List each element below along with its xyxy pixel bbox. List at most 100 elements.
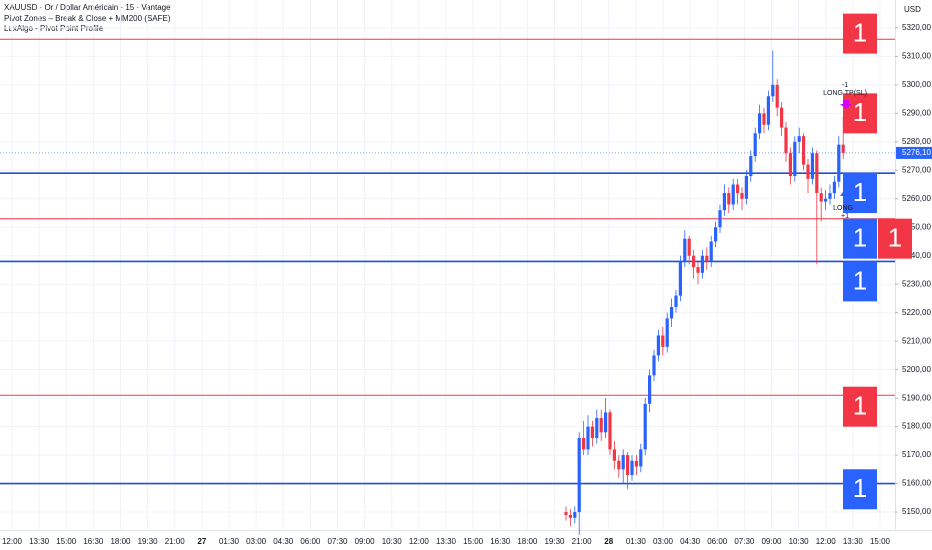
y-tick-label: 5240,00 xyxy=(902,251,931,260)
candle-body xyxy=(722,193,726,211)
candle-body xyxy=(696,267,700,273)
zone-label: 1 xyxy=(853,97,867,127)
signal-label: +1 xyxy=(841,213,849,220)
candle-body xyxy=(784,127,788,154)
candle-body xyxy=(780,107,784,128)
x-tick-label: 15:00 xyxy=(56,537,77,546)
candle-body xyxy=(643,403,647,450)
candle-body xyxy=(687,238,691,256)
candle-body xyxy=(797,136,801,142)
x-tick-label: 06:00 xyxy=(300,537,321,546)
signal-arrow xyxy=(840,100,852,109)
candle-body xyxy=(586,426,590,450)
y-tick-label: 5280,00 xyxy=(902,137,931,146)
x-tick-label: 07:30 xyxy=(327,537,348,546)
candle-body xyxy=(630,460,634,476)
candle-body xyxy=(766,96,770,125)
x-tick-label: 07:30 xyxy=(734,537,755,546)
candle-body xyxy=(744,176,748,199)
x-tick-label: 28 xyxy=(604,537,613,546)
x-tick-label: 12:00 xyxy=(2,537,23,546)
candle-body xyxy=(564,512,568,515)
candle-body xyxy=(692,255,696,268)
candle-body xyxy=(678,261,682,296)
y-tick-label: 5210,00 xyxy=(902,336,931,345)
candle-body xyxy=(648,375,652,404)
zone-box xyxy=(843,218,877,259)
candle-body xyxy=(758,113,762,134)
x-tick-label: 18:00 xyxy=(517,537,538,546)
candle-body xyxy=(771,84,775,97)
candle-body xyxy=(775,84,779,108)
y-tick-label: 5200,00 xyxy=(902,365,931,374)
zone-label: 1 xyxy=(853,391,867,421)
candle-body xyxy=(736,184,740,194)
x-tick-label: 04:30 xyxy=(680,537,701,546)
x-tick-label: 15:00 xyxy=(463,537,484,546)
x-tick-label: 18:00 xyxy=(110,537,131,546)
x-tick-label: 09:00 xyxy=(761,537,782,546)
y-tick-label: 5250,00 xyxy=(902,222,931,231)
x-tick-label: 13:30 xyxy=(436,537,457,546)
x-tick-label: 27 xyxy=(197,537,206,546)
candle-body xyxy=(709,241,713,262)
y-tick-label: 5290,00 xyxy=(902,108,931,117)
x-tick-label: 13:30 xyxy=(843,537,864,546)
x-tick-label: 03:00 xyxy=(246,537,267,546)
candle-body xyxy=(590,426,594,439)
candle-body xyxy=(753,133,757,157)
y-tick-label: 5270,00 xyxy=(902,165,931,174)
candle-body xyxy=(806,164,810,179)
candle-body xyxy=(731,184,735,205)
candle-body xyxy=(810,153,814,179)
x-tick-label: 19:30 xyxy=(544,537,565,546)
currency-label: USD xyxy=(904,5,921,14)
zone-label: 1 xyxy=(888,223,902,253)
candle-body xyxy=(700,255,704,273)
y-tick-label: 5150,00 xyxy=(902,507,931,516)
zone-label: 1 xyxy=(853,223,867,253)
y-tick-label: 5230,00 xyxy=(902,279,931,288)
zone-box xyxy=(843,173,877,214)
x-tick-label: 12:00 xyxy=(816,537,837,546)
candle-body xyxy=(577,438,581,513)
candle-body xyxy=(608,412,612,450)
x-tick-label: 15:00 xyxy=(870,537,891,546)
y-tick-label: 5260,00 xyxy=(902,194,931,203)
legend-indicator: Pivot Zones – Break & Close + MM200 (SAF… xyxy=(4,14,171,23)
x-tick-label: 03:00 xyxy=(653,537,674,546)
zone-box xyxy=(843,13,877,54)
zone-box xyxy=(843,261,877,302)
signal-arrow xyxy=(840,192,846,196)
candle-body xyxy=(582,438,586,450)
x-tick-label: 10:30 xyxy=(789,537,810,546)
candle-body xyxy=(617,460,621,470)
y-tick-label: 5310,00 xyxy=(902,51,931,60)
zone-label: 1 xyxy=(853,17,867,47)
x-tick-label: 19:30 xyxy=(138,537,159,546)
candle-body xyxy=(639,449,643,467)
y-tick-label: 5160,00 xyxy=(902,479,931,488)
legend-symbol: XAUUSD · Or / Dollar Américain · 15 · Va… xyxy=(4,3,171,12)
signal-label: LONG TP(SL) xyxy=(823,90,867,97)
candle-body xyxy=(621,455,625,470)
candle-body xyxy=(749,156,753,177)
candle-body xyxy=(740,193,744,199)
y-tick-label: 5220,00 xyxy=(902,308,931,317)
candle-body xyxy=(714,227,718,242)
signal-label: LONG xyxy=(833,205,853,212)
x-tick-label: 06:00 xyxy=(707,537,728,546)
x-tick-label: 01:30 xyxy=(626,537,647,546)
y-tick-label: 5300,00 xyxy=(902,80,931,89)
x-tick-label: 04:30 xyxy=(273,537,294,546)
candle-body xyxy=(718,210,722,228)
candle-body xyxy=(819,193,823,202)
zone-label: 1 xyxy=(853,177,867,207)
candle-body xyxy=(573,512,577,518)
candle-body xyxy=(841,144,845,153)
x-tick-label: 09:00 xyxy=(355,537,376,546)
x-tick-label: 12:00 xyxy=(409,537,430,546)
signal-label: -1 xyxy=(842,82,848,89)
